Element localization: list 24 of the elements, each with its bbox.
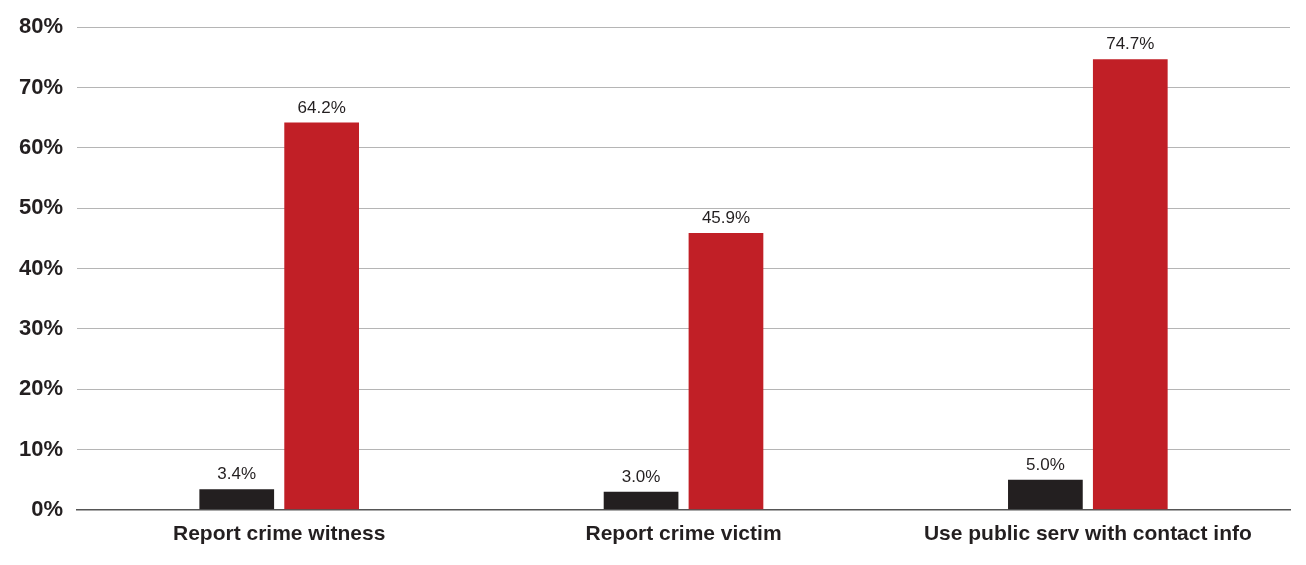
bar — [1092, 59, 1168, 510]
bar — [688, 232, 764, 510]
x-tick-label: Use public serv with contact info — [923, 521, 1252, 545]
y-tick-label: 40% — [18, 254, 64, 280]
y-tick-label: 60% — [18, 133, 64, 159]
y-tick-label: 10% — [18, 435, 64, 461]
y-tick-label: 20% — [18, 375, 64, 401]
y-tick-label: 50% — [18, 194, 64, 220]
data-label: 3.0% — [621, 466, 661, 486]
bar — [284, 122, 360, 510]
x-tick-label: Report crime victim — [585, 521, 782, 545]
data-label: 74.7% — [1106, 34, 1155, 54]
y-tick-label: 30% — [18, 314, 64, 340]
y-tick-label: 70% — [18, 73, 64, 99]
data-label: 45.9% — [701, 208, 751, 228]
y-tick-label: 0% — [31, 495, 64, 521]
data-label: 64.2% — [297, 97, 346, 117]
data-label: 5.0% — [1026, 454, 1065, 474]
bar — [603, 491, 679, 510]
bar — [1008, 479, 1083, 510]
x-tick-label: Report crime witness — [172, 521, 386, 545]
data-label: 3.4% — [217, 464, 257, 484]
y-tick-label: 80% — [18, 13, 64, 39]
bar — [199, 489, 275, 510]
